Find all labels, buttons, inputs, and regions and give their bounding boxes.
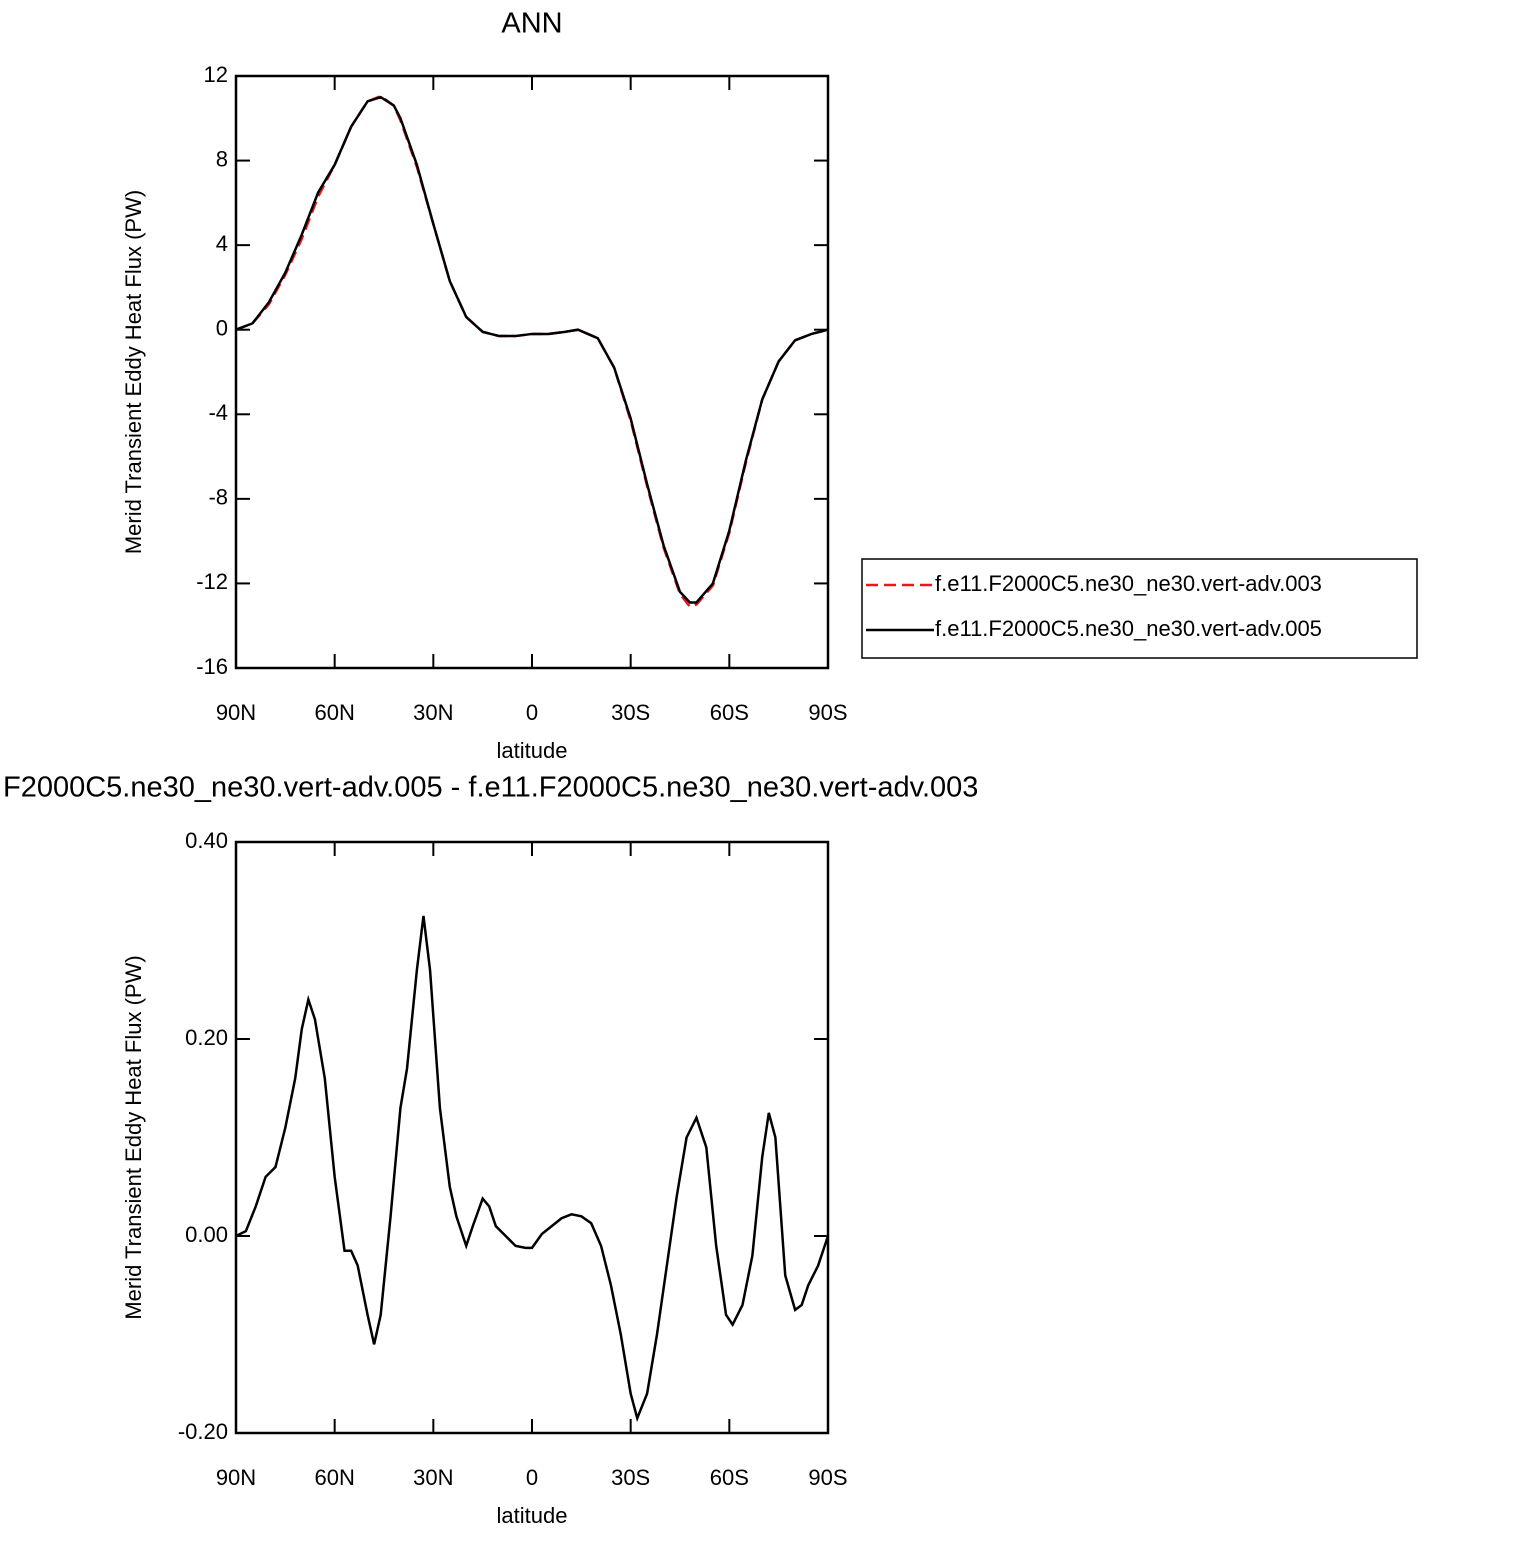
chart-title: ANN bbox=[501, 8, 562, 40]
x-tick-label: 60N bbox=[314, 700, 354, 725]
data-line bbox=[235, 94, 829, 609]
data-line bbox=[235, 95, 829, 604]
x-tick-label: 0 bbox=[526, 700, 538, 725]
x-tick-label: 30S bbox=[611, 700, 650, 725]
y-tick-label: -4 bbox=[208, 400, 228, 425]
y-tick-label: -16 bbox=[196, 654, 228, 679]
x-tick-label: 30N bbox=[413, 700, 453, 725]
y-tick-label: 0.20 bbox=[185, 1025, 228, 1050]
legend-box bbox=[861, 558, 1418, 659]
chart-title: F2000C5.ne30_ne30.vert-adv.005 - f.e11.F… bbox=[3, 772, 978, 804]
x-tick-label: 90N bbox=[216, 1465, 256, 1490]
y-axis-label: Merid Transient Eddy Heat Flux (PW) bbox=[121, 955, 146, 1319]
y-tick-label: 12 bbox=[204, 62, 228, 87]
legend-label: f.e11.F2000C5.ne30_ne30.vert-adv.005 bbox=[935, 616, 1322, 641]
y-tick-label: -0.20 bbox=[178, 1419, 228, 1444]
x-tick-label: 90S bbox=[808, 1465, 847, 1490]
y-tick-label: 0.00 bbox=[185, 1222, 228, 1247]
y-tick-label: 0 bbox=[216, 316, 228, 341]
y-tick-label: 0.40 bbox=[185, 828, 228, 853]
x-tick-label: 30N bbox=[413, 1465, 453, 1490]
x-axis-label: latitude bbox=[497, 1503, 568, 1528]
x-tick-label: 0 bbox=[526, 1465, 538, 1490]
x-tick-label: 60N bbox=[314, 1465, 354, 1490]
x-axis-label: latitude bbox=[497, 738, 568, 763]
y-tick-label: -8 bbox=[208, 485, 228, 510]
y-axis-label: Merid Transient Eddy Heat Flux (PW) bbox=[121, 190, 146, 554]
x-tick-label: 90N bbox=[216, 700, 256, 725]
legend-label: f.e11.F2000C5.ne30_ne30.vert-adv.003 bbox=[935, 571, 1322, 596]
x-tick-label: 90S bbox=[808, 700, 847, 725]
plot-frame bbox=[234, 74, 830, 670]
y-tick-label: 8 bbox=[216, 146, 228, 171]
x-tick-label: 30S bbox=[611, 1465, 650, 1490]
x-tick-label: 60S bbox=[710, 700, 749, 725]
data-line bbox=[235, 915, 830, 1423]
plot-frame bbox=[234, 840, 830, 1435]
y-tick-label: 4 bbox=[216, 231, 228, 256]
x-tick-label: 60S bbox=[710, 1465, 749, 1490]
y-tick-label: -12 bbox=[196, 569, 228, 594]
